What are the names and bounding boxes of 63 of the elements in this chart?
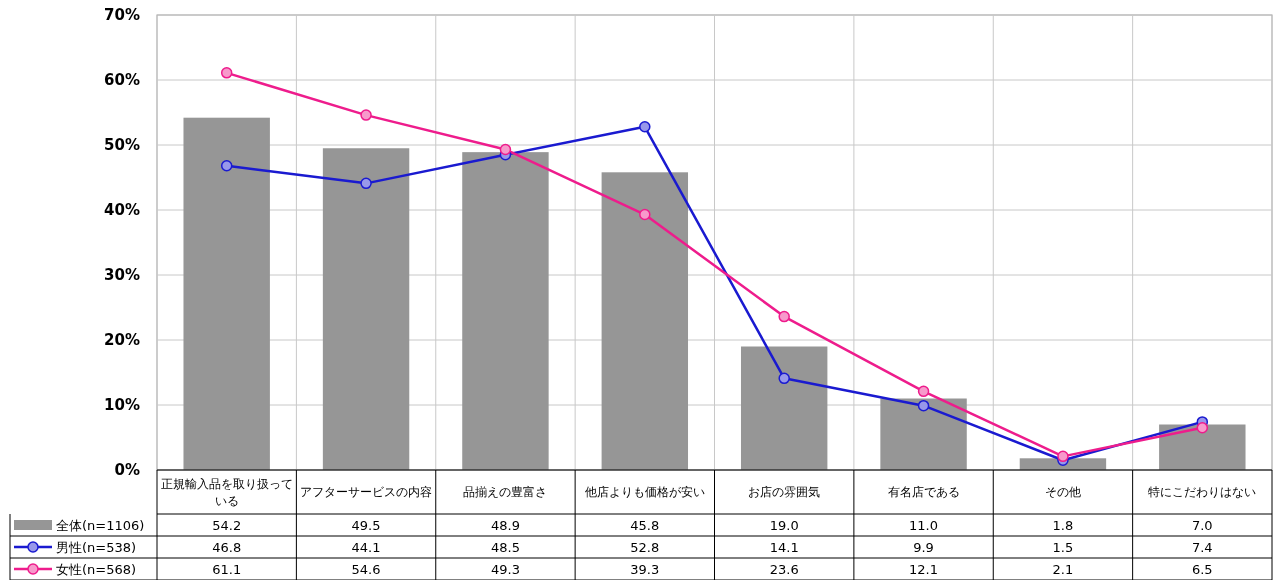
point xyxy=(917,399,930,412)
data-label: 45.8 xyxy=(630,518,660,533)
y-tick-label: 60% xyxy=(104,71,140,89)
data-label: 23.6 xyxy=(769,562,799,577)
bar xyxy=(740,346,828,470)
y-tick-label: 70% xyxy=(104,6,140,24)
x-tick-label: 有名店である xyxy=(887,485,960,499)
x-tick-label: その他 xyxy=(1044,485,1081,499)
bar xyxy=(462,152,549,470)
legend-label: 男性(n=538) xyxy=(56,540,137,555)
point xyxy=(1057,450,1069,463)
data-label: 52.8 xyxy=(630,540,660,555)
bar xyxy=(601,172,689,470)
data-label: 14.1 xyxy=(769,540,799,555)
x-tick-label: 正規輸入品を取り扱っている xyxy=(160,476,293,508)
data-label: 1.5 xyxy=(1052,540,1074,555)
data-label: 61.1 xyxy=(212,562,242,577)
x-tick-label: お店の雰囲気 xyxy=(748,485,821,499)
y-tick-label: 0% xyxy=(114,461,140,479)
data-label: 6.5 xyxy=(1191,562,1213,577)
point xyxy=(778,310,790,323)
data-label: 12.1 xyxy=(909,562,939,577)
data-label: 54.6 xyxy=(351,562,381,577)
bar xyxy=(1159,424,1246,470)
x-tick-label: 品揃えの豊富さ xyxy=(463,485,548,499)
data-label: 7.0 xyxy=(1191,518,1213,533)
point xyxy=(360,109,372,121)
legend-label: 全体(n=1106) xyxy=(56,518,145,533)
x-tick-label: 他店よりも価格が安い xyxy=(584,485,705,499)
data-label: 7.4 xyxy=(1191,540,1213,555)
point xyxy=(499,143,512,156)
x-tick-label: 特にこだわりはない xyxy=(1148,485,1257,499)
point xyxy=(639,121,651,133)
data-label: 49.5 xyxy=(351,518,381,533)
y-tick-label: 50% xyxy=(104,136,140,154)
data-label: 44.1 xyxy=(351,540,381,555)
legend-label: 女性(n=568) xyxy=(56,562,137,577)
data-label: 39.3 xyxy=(630,562,660,577)
y-tick-label: 30% xyxy=(104,266,140,284)
y-tick-label: 20% xyxy=(104,331,140,349)
point xyxy=(778,372,790,385)
y-tick-label: 10% xyxy=(104,396,140,414)
point xyxy=(639,208,651,221)
data-label: 46.8 xyxy=(212,540,242,555)
bar xyxy=(880,398,967,470)
point xyxy=(360,177,372,190)
data-label: 11.0 xyxy=(909,518,939,533)
bar xyxy=(183,117,270,470)
data-label: 19.0 xyxy=(769,518,799,533)
data-label: 9.9 xyxy=(913,540,934,555)
point xyxy=(220,160,233,172)
data-label: 1.8 xyxy=(1052,518,1074,533)
y-tick-label: 40% xyxy=(104,201,140,219)
data-label: 2.1 xyxy=(1052,562,1074,577)
data-label: 54.2 xyxy=(212,518,242,533)
bar xyxy=(322,148,410,470)
point xyxy=(917,385,930,398)
point xyxy=(1196,422,1209,434)
point xyxy=(220,67,233,79)
data-label: 49.3 xyxy=(490,562,520,577)
x-tick-label: アフターサービスの内容 xyxy=(300,485,433,499)
data-label: 48.5 xyxy=(490,540,520,555)
data-label: 48.9 xyxy=(490,518,520,533)
